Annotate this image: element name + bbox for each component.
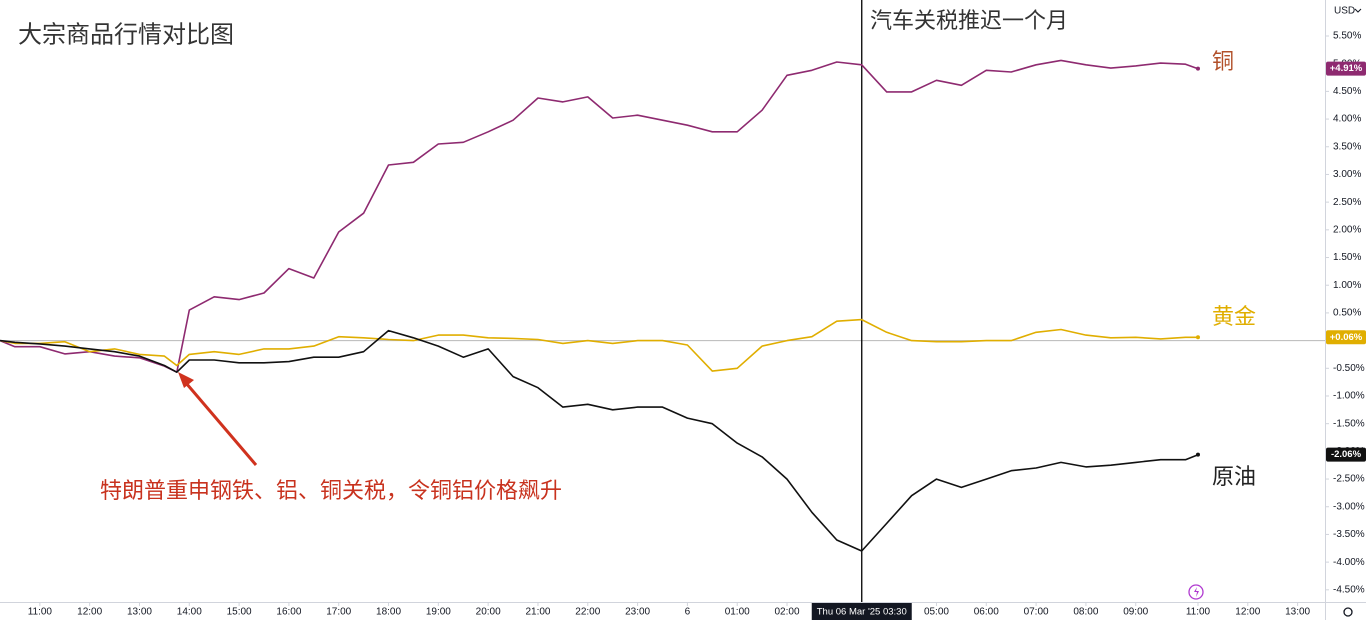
x-tick-label: 14:00 [177,607,202,618]
annotation-arrowhead [178,372,194,388]
x-tick-label: 15:00 [227,607,252,618]
last-value-label: +0.06% [1330,332,1363,343]
x-tick-label: 01:00 [725,607,750,618]
series-line [0,329,1199,552]
x-tick-label: 07:00 [1024,607,1049,618]
y-tick-label: -2.50% [1333,474,1365,485]
y-tick-label: -4.00% [1333,557,1365,568]
annotation-text: 汽车关税推迟一个月 [870,8,1068,33]
y-tick-label: 3.50% [1333,141,1361,152]
y-tick-label: 1.50% [1333,252,1361,263]
annotation-text: 特朗普重申钢铁、铝、铜关税，令铜铝价格飙升 [100,478,562,503]
x-tick-label: 23:00 [625,607,650,618]
y-tick-label: -0.50% [1333,363,1365,374]
last-value-label: +4.91% [1330,63,1363,74]
x-tick-label: 08:00 [1073,607,1098,618]
x-tick-label: 17:00 [326,607,351,618]
series-line [0,318,1198,372]
x-tick-label: 02:00 [775,607,800,618]
x-tick-label: 19:00 [426,607,451,618]
y-tick-label: 3.00% [1333,169,1361,180]
last-value-label: -2.06% [1331,449,1362,460]
y-tick-label: 4.00% [1333,114,1361,125]
currency-dropdown[interactable] [1354,8,1362,13]
y-tick-label: -3.50% [1333,529,1365,540]
y-tick-label: -4.50% [1333,584,1365,595]
x-tick-label: 13:00 [127,607,152,618]
x-tick-label: 13:00 [1285,607,1310,618]
y-tick-label: 1.00% [1333,280,1361,291]
chart-title: 大宗商品行情对比图 [18,21,234,48]
last-value-badge [1326,330,1366,345]
last-value-badge [1326,447,1366,462]
y-tick-label: 0.50% [1333,308,1361,319]
last-point [1195,66,1200,71]
crosshair-label: Thu 06 Mar '25 03:30 [817,607,907,618]
y-tick-label: 4.50% [1333,86,1361,97]
series-label: 原油 [1212,464,1256,489]
lightning-icon[interactable] [1188,584,1204,600]
y-tick-label: 2.50% [1333,197,1361,208]
y-tick-label: 2.00% [1333,224,1361,235]
x-tick-label: 20:00 [476,607,501,618]
y-tick-label: -1.50% [1333,418,1365,429]
x-tick-label: 11:00 [1186,607,1211,618]
lightning-glyph [1194,587,1199,597]
x-tick-label: 09:00 [1123,607,1148,618]
y-tick-label: -1.00% [1333,391,1365,402]
x-tick-label: 22:00 [575,607,600,618]
x-tick-label: 06:00 [974,607,999,618]
x-tick-label: 16:00 [276,607,301,618]
series-label: 黄金 [1212,304,1256,329]
x-tick-label: 11:00 [28,607,53,618]
series-label: 铜 [1212,49,1234,74]
x-tick-label: 12:00 [77,607,102,618]
x-tick-label: 05:00 [924,607,949,618]
annotation-arrow [184,382,258,466]
x-tick-label: 21:00 [525,607,550,618]
crosshair-label-bg [811,603,912,620]
x-tick-label: 6 [685,607,691,618]
last-point [1195,452,1200,457]
last-value-badge [1326,61,1366,76]
series-line [0,59,1199,373]
x-tick-label: 12:00 [1235,607,1260,618]
currency[interactable]: USD [1334,6,1355,17]
y-tick-label: -3.00% [1333,501,1365,512]
y-tick-label: 5.50% [1333,31,1361,42]
x-tick-label: 18:00 [376,607,401,618]
settings-icon[interactable] [1343,607,1353,617]
last-point [1195,335,1200,340]
